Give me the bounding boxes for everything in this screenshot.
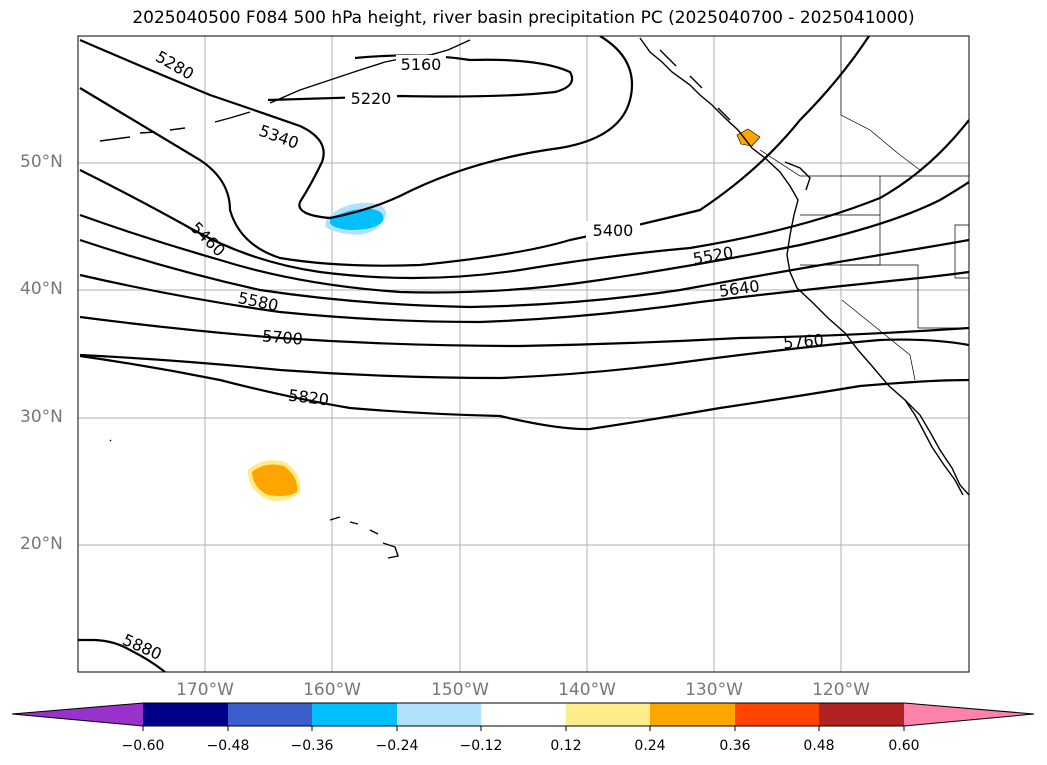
colorbar-bin-2 bbox=[228, 703, 312, 726]
colorbar-tick-label: −0.60 bbox=[121, 738, 165, 754]
colorbar-bin-5 bbox=[481, 703, 566, 726]
lat-label-30n: 30°N bbox=[20, 407, 63, 427]
california-nevada-border bbox=[841, 299, 916, 381]
isolated-island bbox=[109, 439, 112, 442]
colorbar-tick-label: 0.24 bbox=[634, 738, 666, 754]
lon-label-130w: 130°W bbox=[685, 680, 743, 700]
colorbar-tick-label: 0.12 bbox=[550, 738, 582, 754]
contour-5520 bbox=[79, 238, 969, 309]
contour-5400 bbox=[79, 119, 969, 280]
label-mask-5400 bbox=[586, 221, 640, 241]
hawaiian-islands bbox=[329, 516, 399, 559]
alaska-peninsula-coast bbox=[269, 39, 471, 104]
lon-label-150w: 150°W bbox=[431, 680, 489, 700]
inside-passage-islands bbox=[659, 49, 731, 121]
contour-5460 bbox=[79, 181, 969, 294]
north-american-coast bbox=[639, 37, 969, 496]
contour-5820 bbox=[79, 354, 969, 431]
colorbar-bin-7 bbox=[650, 703, 735, 726]
colorbar-bin-9 bbox=[819, 703, 904, 726]
vancouver-island bbox=[784, 161, 811, 191]
label-mask-5220 bbox=[345, 89, 397, 109]
colorbar-tick-label: −0.24 bbox=[375, 738, 419, 754]
contour-label-5700: 5700 bbox=[261, 326, 303, 348]
colorbar-bin-4 bbox=[397, 703, 481, 726]
nevada-borders bbox=[840, 264, 969, 329]
colorbar-tick-label: 0.36 bbox=[719, 738, 751, 754]
map-frame-border bbox=[77, 35, 970, 673]
contour-5880 bbox=[78, 638, 166, 672]
contour-label-5160: 5160 bbox=[401, 55, 442, 74]
height-contours bbox=[78, 36, 969, 672]
positive-pc-area-north-of-hawaii bbox=[252, 464, 298, 496]
colorbar-bin-8 bbox=[735, 703, 819, 726]
idaho-box bbox=[954, 224, 969, 279]
contour-5700-5760 bbox=[79, 338, 969, 380]
graticule bbox=[78, 36, 969, 672]
positive-pc-area-british-columbia bbox=[736, 128, 761, 147]
colorbar-tick-label: 0.60 bbox=[888, 738, 920, 754]
contour-label-5820: 5820 bbox=[287, 386, 330, 410]
coastlines bbox=[99, 37, 969, 559]
lon-label-140w: 140°W bbox=[558, 680, 616, 700]
contour-5640 bbox=[79, 315, 969, 348]
contour-5280-5340 bbox=[79, 36, 870, 267]
colorbar-bin-1 bbox=[143, 703, 228, 726]
lon-label-170w: 170°W bbox=[176, 680, 234, 700]
aleutian-islands bbox=[99, 111, 251, 142]
contour-label-5760: 5760 bbox=[782, 330, 824, 352]
lon-label-120w: 120°W bbox=[812, 680, 870, 700]
map-frame-background bbox=[78, 36, 969, 672]
alaska-bc-border bbox=[840, 36, 921, 171]
colorbar-tick-label: 0.48 bbox=[803, 738, 835, 754]
lat-label-50n: 50°N bbox=[20, 152, 63, 172]
colorbar-bin-3 bbox=[312, 703, 397, 726]
baja-california bbox=[904, 399, 964, 496]
colorbar-extend-low bbox=[12, 703, 143, 726]
colorbar bbox=[11, 702, 1035, 731]
colorbar-bin-6 bbox=[566, 703, 650, 726]
colorbar-tick-label: −0.48 bbox=[206, 738, 250, 754]
map-title: 2025040500 F084 500 hPa height, river ba… bbox=[132, 8, 915, 28]
contour-label-5220: 5220 bbox=[351, 89, 392, 108]
lat-label-40n: 40°N bbox=[20, 279, 63, 299]
contour-5580 bbox=[79, 270, 969, 324]
label-mask-5160 bbox=[396, 55, 446, 75]
colorbar-extend-high bbox=[904, 703, 1034, 726]
contour-5220 bbox=[79, 36, 634, 220]
lat-label-20n: 20°N bbox=[20, 534, 63, 554]
contour-label-5400: 5400 bbox=[593, 221, 634, 240]
lon-label-160w: 160°W bbox=[303, 680, 361, 700]
colorbar-tick-label: −0.36 bbox=[290, 738, 334, 754]
colorbar-tick-label: −0.12 bbox=[459, 738, 503, 754]
